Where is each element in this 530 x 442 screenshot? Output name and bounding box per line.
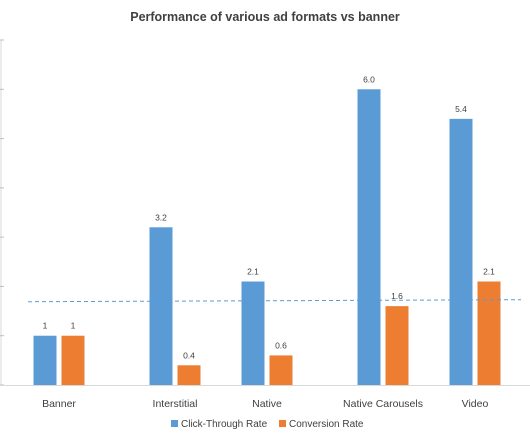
data-label: 0.6 (275, 340, 287, 350)
data-label: 1.6 (391, 291, 403, 301)
category-label: Video (462, 398, 489, 410)
bar-ctr-native (241, 281, 265, 385)
category-label: Native (252, 398, 282, 410)
bar-ctr-video (449, 118, 473, 385)
data-label: 2.1 (483, 267, 495, 277)
legend-label: Conversion Rate (289, 419, 364, 430)
data-label: 3.2 (155, 212, 167, 222)
data-label: 6.0 (363, 74, 375, 84)
category-label: Banner (42, 398, 76, 410)
legend-label: Click-Through Rate (181, 419, 268, 430)
bar-conversion-video (477, 281, 501, 385)
bar-conversion-native (269, 355, 293, 385)
data-label: 1 (71, 321, 76, 331)
legend: Click-Through Rate Conversion Rate (171, 419, 364, 430)
bar-ctr-interstitial (149, 227, 173, 385)
reference-line (27, 299, 522, 303)
bar-ctr-banner (33, 335, 57, 385)
bar-ctr-native-carousels (357, 89, 381, 386)
data-labels: 1 3.2 2.1 6.0 5.4 1 0.4 0.6 1.6 2.1 (43, 74, 496, 360)
data-label: 1 (43, 321, 48, 331)
legend-swatch (279, 420, 286, 427)
data-label: 2.1 (247, 267, 259, 277)
category-labels: Banner Interstitial Native Native Carousels… (42, 398, 488, 410)
data-label: 0.4 (183, 350, 195, 360)
bar-conversion-banner (61, 335, 85, 385)
bar-conversion-interstitial (177, 365, 201, 385)
data-label: 5.4 (455, 104, 467, 114)
legend-swatch (171, 420, 178, 427)
category-label: Interstitial (153, 398, 198, 410)
reference-line-group (27, 299, 522, 303)
bar-series (33, 89, 501, 386)
chart-title: Performance of various ad formats vs ban… (130, 10, 400, 24)
category-label: Native Carousels (343, 398, 423, 410)
bar-conversion-native-carousels (385, 306, 409, 385)
